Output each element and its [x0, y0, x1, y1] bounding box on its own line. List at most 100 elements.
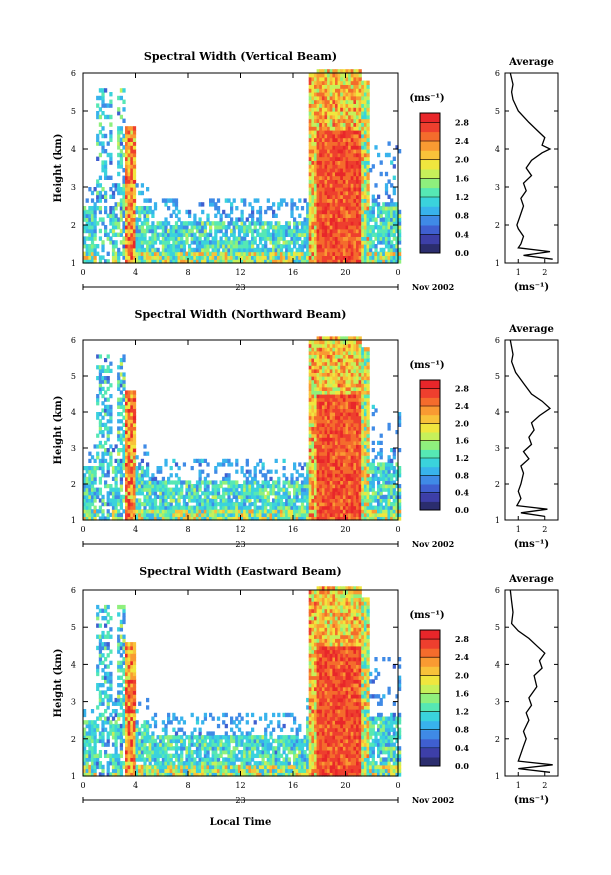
heatmap-cell: [125, 149, 129, 154]
heatmap-cell: [201, 505, 205, 510]
heatmap-cell: [348, 217, 352, 222]
heatmap-cell: [361, 198, 365, 203]
heatmap-cell: [117, 160, 121, 165]
heatmap-cell: [135, 209, 139, 215]
heatmap-cell: [146, 466, 150, 471]
heatmap-cell: [314, 175, 318, 180]
heatmap-cell: [348, 145, 352, 150]
heatmap-cell: [303, 494, 307, 499]
heatmap-cell: [311, 448, 315, 453]
heatmap-cell: [193, 251, 197, 256]
heatmap-cell: [119, 228, 124, 234]
heatmap-cell: [353, 236, 357, 241]
heatmap-cell: [332, 107, 336, 112]
heatmap-cell: [329, 491, 333, 496]
heatmap-cell: [345, 469, 349, 474]
heatmap-cell: [104, 133, 108, 139]
heatmap-cell: [377, 194, 381, 199]
heatmap-cell: [101, 145, 105, 150]
heatmap-cell: [248, 505, 252, 510]
heatmap-cell: [332, 340, 336, 345]
heatmap-cell: [106, 498, 110, 503]
heatmap-cell: [261, 259, 265, 264]
heatmap-cell: [122, 240, 126, 245]
heatmap-cell: [130, 419, 134, 424]
heatmap-cell: [332, 491, 336, 496]
heatmap-cell: [342, 386, 347, 391]
heatmap-cell: [90, 484, 95, 489]
heatmap-cell: [311, 469, 315, 474]
heatmap-cell: [93, 512, 97, 517]
heatmap-cell: [329, 122, 333, 127]
heatmap-cell: [345, 84, 349, 89]
heatmap-cell: [167, 512, 171, 517]
heatmap-cell: [308, 206, 312, 211]
heatmap-cell: [143, 498, 147, 503]
heatmap-cell: [329, 401, 333, 406]
heatmap-cell: [243, 516, 247, 521]
heatmap-cell: [348, 516, 352, 521]
heatmap-cell: [109, 498, 113, 503]
heatmap-cell: [356, 354, 360, 359]
heatmap-cell: [151, 232, 155, 237]
heatmap-cell: [227, 244, 231, 249]
heatmap-cell: [350, 69, 354, 74]
average-y-tick-label: 6: [495, 69, 500, 78]
heatmap-cell: [143, 494, 147, 499]
heatmap-cell: [371, 217, 375, 222]
heatmap-cell: [335, 469, 339, 474]
heatmap-cell: [350, 516, 354, 521]
heatmap-cell: [169, 255, 173, 260]
heatmap-cell: [308, 160, 312, 165]
heatmap-cell: [329, 383, 333, 388]
heatmap-cell: [245, 244, 249, 249]
heatmap-cell: [327, 190, 331, 196]
heatmap-cell: [269, 247, 273, 253]
heatmap-cell: [156, 505, 160, 510]
heatmap-cell: [224, 225, 228, 230]
heatmap-cell: [127, 462, 131, 467]
heatmap-cell: [287, 505, 291, 510]
heatmap-cell: [358, 368, 362, 373]
heatmap-cell: [332, 190, 336, 196]
heatmap-cell: [363, 251, 368, 256]
heatmap-cell: [222, 498, 226, 503]
heatmap-cell: [96, 244, 100, 249]
heatmap-cell: [143, 512, 147, 517]
heatmap-cell: [366, 168, 370, 173]
heatmap-cell: [180, 244, 184, 249]
heatmap-cell: [174, 484, 179, 489]
heatmap-cell: [311, 141, 315, 146]
heatmap-cell: [130, 202, 134, 207]
heatmap-cell: [235, 487, 239, 492]
heatmap-cell: [327, 437, 331, 442]
heatmap-cell: [342, 473, 347, 478]
heatmap-cell: [342, 437, 347, 442]
heatmap-cell: [356, 160, 360, 165]
heatmap-cell: [308, 133, 312, 139]
heatmap-cell: [109, 99, 113, 104]
heatmap-cell: [342, 361, 347, 366]
heatmap-cell: [361, 206, 365, 211]
heatmap-cell: [358, 255, 362, 260]
heatmap-cell: [395, 217, 399, 222]
heatmap-cell: [151, 498, 155, 503]
heatmap-cell: [340, 361, 344, 366]
heatmap-cell: [311, 255, 315, 260]
heatmap-cell: [96, 397, 100, 402]
heatmap-cell: [122, 107, 126, 112]
heatmap-cell: [358, 365, 362, 370]
heatmap-cell: [101, 509, 105, 514]
heatmap-cell: [219, 505, 223, 510]
heatmap-cell: [332, 76, 336, 82]
heatmap-cell: [188, 247, 192, 253]
heatmap-cell: [287, 259, 291, 264]
heatmap-cell: [227, 502, 231, 507]
heatmap-cell: [193, 213, 197, 218]
heatmap-cell: [127, 401, 131, 406]
heatmap-cell: [335, 383, 339, 388]
heatmap-cell: [311, 149, 315, 154]
heatmap-cell: [132, 458, 137, 463]
heatmap-cell: [104, 164, 108, 169]
heatmap-cell: [85, 466, 89, 471]
